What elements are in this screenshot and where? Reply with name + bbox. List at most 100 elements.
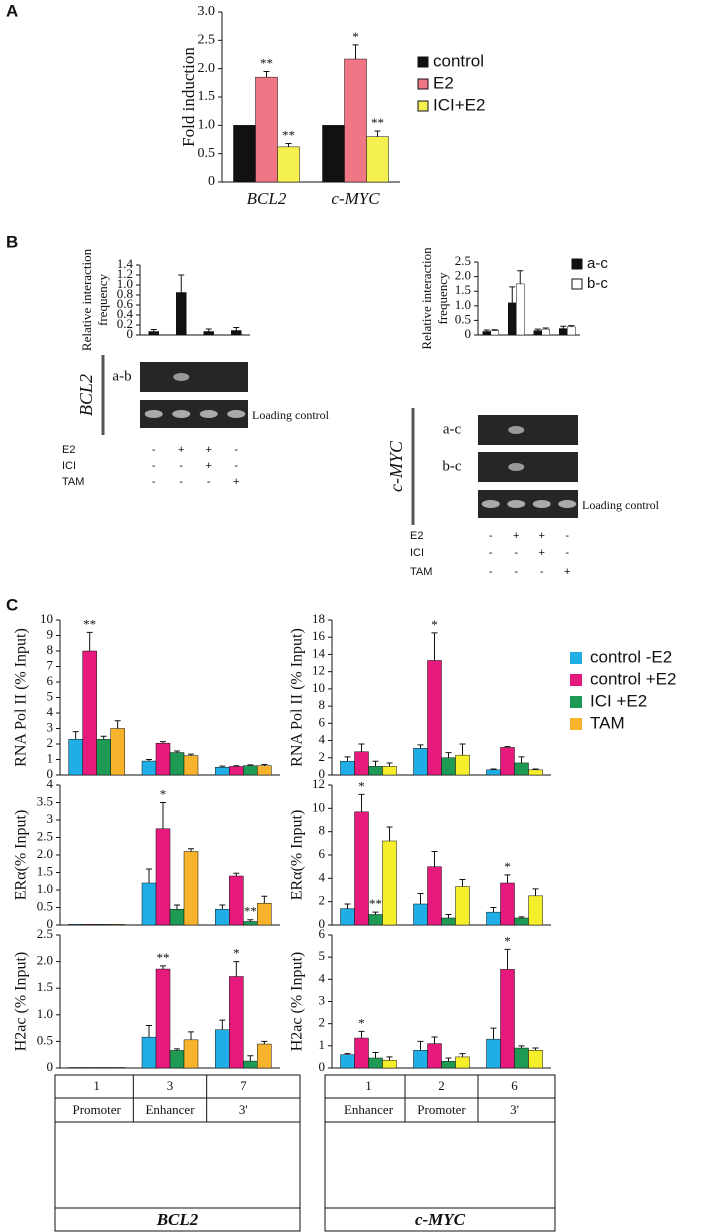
loading-label: Loading control	[252, 408, 330, 422]
bar	[141, 882, 157, 926]
bar	[183, 851, 199, 926]
gel	[478, 415, 578, 445]
bar	[354, 811, 369, 926]
y-tick-label: 0	[319, 766, 326, 781]
bar	[141, 1036, 157, 1069]
bar	[257, 765, 272, 776]
bar	[382, 840, 397, 926]
bar	[413, 903, 428, 926]
bar	[257, 1043, 272, 1069]
error-bar	[490, 768, 497, 770]
bar	[455, 754, 470, 776]
error-bar	[386, 762, 393, 767]
error-bar	[490, 907, 497, 913]
error-bar	[344, 1053, 351, 1055]
y-axis-label: Relative interaction	[79, 248, 94, 351]
error-bar	[344, 903, 351, 909]
bar	[500, 747, 515, 776]
error-bar	[509, 286, 516, 303]
error-bar	[386, 1056, 393, 1061]
significance: **	[282, 127, 295, 142]
legend-label: control	[433, 51, 484, 70]
legend-swatch	[417, 100, 429, 112]
error-bar	[247, 1055, 254, 1062]
bar	[514, 1047, 529, 1069]
error-bar	[86, 631, 93, 651]
y-tick-label: 0	[208, 174, 215, 189]
gel-row-label: a-c	[443, 421, 462, 437]
y-tick-label: 12	[312, 776, 325, 791]
bar	[441, 1061, 456, 1069]
y-tick-label: 1.5	[37, 863, 53, 878]
table-gene: c-MYC	[415, 1210, 466, 1229]
error-bar	[358, 743, 365, 752]
y-tick-label: 10	[40, 611, 53, 626]
treatment-sign: -	[152, 444, 156, 456]
bar	[500, 882, 515, 926]
error-bar	[188, 1031, 194, 1040]
bar	[82, 1067, 97, 1069]
significance: *	[352, 29, 359, 44]
error-bar	[233, 872, 240, 876]
bar	[110, 728, 125, 776]
bar	[413, 748, 428, 776]
legend-label: ICI+E2	[433, 95, 485, 114]
y-tick-label: 0	[319, 1059, 326, 1074]
error-bar	[205, 328, 212, 332]
error-bar	[504, 874, 511, 883]
y-tick-label: 6	[47, 673, 54, 688]
bar	[183, 1039, 199, 1069]
error-bar	[219, 765, 226, 768]
treatment-label: TAM	[62, 476, 84, 488]
bar	[257, 903, 272, 926]
bar	[155, 828, 171, 926]
bar	[382, 1059, 397, 1069]
error-bar	[344, 756, 351, 762]
bar	[413, 1050, 428, 1069]
y-tick-label: 18	[312, 611, 325, 626]
legend-swatch	[571, 258, 583, 270]
y-tick-label: 0.4	[117, 306, 134, 321]
x-tick-label: c-MYC	[331, 189, 380, 208]
legend-label: TAM	[590, 713, 625, 732]
bar	[340, 908, 355, 926]
error-bar	[445, 914, 452, 918]
bar	[243, 1060, 258, 1069]
bar	[277, 146, 300, 183]
bar	[368, 766, 383, 776]
y-tick-label: 1.2	[117, 266, 133, 281]
error-bar	[285, 142, 292, 147]
gel-band	[173, 373, 190, 381]
gel-band	[558, 500, 577, 508]
bar	[486, 1038, 501, 1069]
error-bar	[146, 1024, 152, 1038]
y-tick-label: 3	[47, 719, 54, 734]
y-tick-label: 5	[319, 948, 326, 963]
treatment-label: E2	[62, 444, 75, 456]
error-bar	[431, 632, 438, 661]
table-cell: 3'	[239, 1102, 248, 1117]
significance: **	[83, 616, 96, 631]
legend-swatch	[417, 78, 429, 90]
treatment-sign: +	[564, 566, 570, 578]
significance: *	[358, 778, 365, 793]
error-bar	[352, 44, 359, 60]
treatment-sign: -	[179, 460, 183, 472]
y-tick-label: 1	[319, 1037, 326, 1052]
significance: *	[431, 617, 438, 632]
error-bar	[518, 1045, 525, 1049]
gene-label: c-MYC	[386, 440, 406, 492]
treatment-sign: -	[565, 530, 569, 542]
error-bar	[72, 731, 79, 740]
error-bar	[518, 756, 525, 763]
error-bar	[174, 750, 180, 753]
error-bar	[146, 759, 152, 762]
table-cell: 1	[93, 1078, 100, 1093]
y-tick-label: 14	[312, 645, 326, 660]
error-bar	[374, 130, 381, 137]
y-tick-label: 2.0	[198, 61, 216, 76]
loading-label: Loading control	[582, 498, 660, 512]
gel-row-label: b-c	[442, 458, 461, 474]
y-tick-label: 1.5	[37, 979, 53, 994]
bar	[229, 766, 244, 776]
